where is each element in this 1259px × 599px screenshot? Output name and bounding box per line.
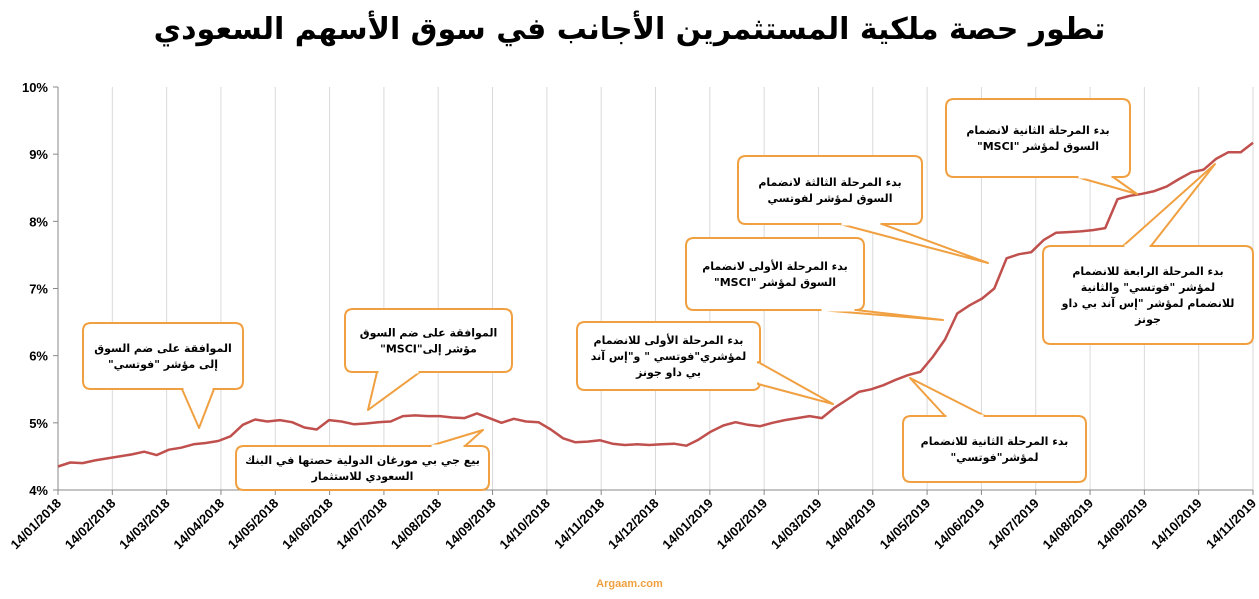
annotation-callout: بدء المرحلة الأولى للانضمام لمؤشري"فوتسي … — [576, 321, 834, 405]
x-tick-label: 14/07/2018 — [333, 496, 390, 553]
callout-text-line: لمؤشر"فوتسي" — [950, 451, 1038, 464]
callout-text-line: جونز — [1134, 313, 1161, 326]
callout-text-line: للانضمام لمؤشر "إس آند بي داو — [1061, 296, 1235, 310]
callout-text-line: لمؤشر "فوتسي" والثانية — [1081, 281, 1215, 294]
data-series — [57, 141, 1254, 468]
callout-pointer — [909, 377, 986, 417]
y-tick-label: 5% — [29, 416, 48, 431]
callout-text-line: السوق لمؤشر لفوتسي — [768, 192, 893, 205]
callout-text-line: بدء المرحلة الثانية للانضمام — [921, 435, 1069, 448]
annotation-callout: بيع جي بي مورغان الدولية حصتها في البنك ا… — [235, 429, 490, 491]
callout-text-line: مؤشر إلى"MSCI" — [380, 343, 477, 356]
annotation-callout: بدء المرحلة الرابعة للانضمام لمؤشر "فوتسي… — [1042, 163, 1254, 345]
callout-box — [235, 445, 490, 491]
callout-text-line: لمؤشري"فوتسي " و"إس آند — [591, 349, 746, 363]
callout-box — [945, 98, 1131, 178]
x-tick-labels: 14/01/201814/02/201814/03/201814/04/2018… — [7, 496, 1259, 553]
x-tick-label: 14/05/2019 — [877, 496, 934, 553]
callout-pointer — [1122, 163, 1216, 247]
y-tick-label: 4% — [29, 483, 48, 498]
callout-text-line: بدء المرحلة الثالثة لانضمام — [758, 176, 901, 189]
y-tick-label: 10% — [22, 80, 48, 95]
x-tick-label: 14/10/2018 — [496, 496, 553, 553]
x-tick-label: 14/03/2018 — [116, 496, 173, 553]
series-line — [57, 141, 1254, 468]
callout-text-line: بدء المرحلة الثانية لانضمام — [966, 124, 1109, 137]
callout-box — [344, 308, 513, 373]
x-tick-label: 14/10/2019 — [1148, 496, 1205, 553]
y-tick-label: 7% — [29, 282, 48, 297]
x-tick-label: 14/01/2018 — [7, 496, 64, 553]
annotation-callout: الموافقة على ضم السوق إلى مؤشر "فوتسي" — [82, 322, 244, 429]
x-tick-label: 14/08/2018 — [388, 496, 445, 553]
callout-text-line: بي داو جونز — [635, 366, 701, 379]
annotation-callout: بدء المرحلة الأولى لانضمام السوق لمؤشر "M… — [685, 237, 944, 321]
x-tick-label: 14/04/2019 — [822, 496, 879, 553]
callout-box — [902, 415, 1087, 483]
callout-text-line: السوق لمؤشر "MSCI" — [977, 140, 1099, 153]
annotation-callout: بدء المرحلة الثانية لانضمام السوق لمؤشر "… — [945, 98, 1138, 195]
x-tick-label: 14/04/2018 — [170, 496, 227, 553]
y-tick-label: 9% — [29, 147, 48, 162]
annotation-callout: بدء المرحلة الثالثة لانضمام السوق لمؤشر ل… — [737, 155, 989, 264]
x-tick-label: 14/11/2018 — [551, 496, 607, 552]
y-tick-labels: 4% 5% 6% 7% 8% 9% 10% — [22, 80, 48, 498]
x-tick-label: 14/07/2019 — [985, 496, 1042, 553]
x-tick-label: 14/03/2019 — [768, 496, 825, 553]
callout-text-line: بدء المرحلة الرابعة للانضمام — [1072, 265, 1223, 278]
callout-text-line: الموافقة على ضم السوق — [94, 342, 231, 355]
callout-pointer — [757, 361, 834, 405]
x-tick-label: 14/01/2019 — [659, 496, 716, 553]
y-tick-label: 6% — [29, 349, 48, 364]
source-credit: Argaam.com — [596, 578, 663, 590]
callout-box — [685, 237, 865, 311]
callout-text-line: بدء المرحلة الأولى للانضمام — [594, 333, 744, 347]
callout-box — [576, 321, 761, 391]
chart-title: تطور حصة ملكية المستثمرين الأجانب في سوق… — [153, 12, 1106, 47]
annotation-callout: بدء المرحلة الثانية للانضمام لمؤشر"فوتسي" — [902, 377, 1087, 483]
x-tick-label: 14/06/2019 — [931, 496, 988, 553]
callout-text-line: السعودي للاستثمار — [311, 470, 414, 483]
x-tick-label: 14/09/2018 — [442, 496, 499, 553]
x-tick-label: 14/02/2018 — [62, 496, 119, 553]
callout-box — [737, 155, 923, 225]
x-tick-label: 14/09/2019 — [1094, 496, 1151, 553]
annotation-callout: الموافقة على ضم السوق مؤشر إلى"MSCI" — [344, 308, 513, 411]
callout-text-line: بيع جي بي مورغان الدولية حصتها في البنك — [245, 454, 480, 467]
callout-text-line: بدء المرحلة الأولى لانضمام — [702, 259, 848, 273]
x-tick-label: 14/05/2018 — [225, 496, 282, 553]
callout-text-line: السوق لمؤشر "MSCI" — [714, 276, 836, 289]
x-tick-label: 14/08/2019 — [1040, 496, 1097, 553]
x-tick-label: 14/12/2018 — [605, 496, 662, 553]
callout-text-line: إلى مؤشر "فوتسي" — [108, 358, 218, 371]
x-tick-label: 14/06/2018 — [279, 496, 336, 553]
callout-pointer — [181, 388, 215, 429]
x-tick-label: 14/02/2019 — [714, 496, 771, 553]
callout-box — [1042, 245, 1254, 345]
callout-box — [82, 322, 244, 390]
y-tick-label: 8% — [29, 214, 48, 229]
x-tick-label: 14/11/2019 — [1203, 496, 1259, 552]
callout-pointer — [367, 371, 421, 411]
callout-pointer — [1076, 176, 1138, 195]
callout-text-line: الموافقة على ضم السوق — [360, 327, 497, 340]
